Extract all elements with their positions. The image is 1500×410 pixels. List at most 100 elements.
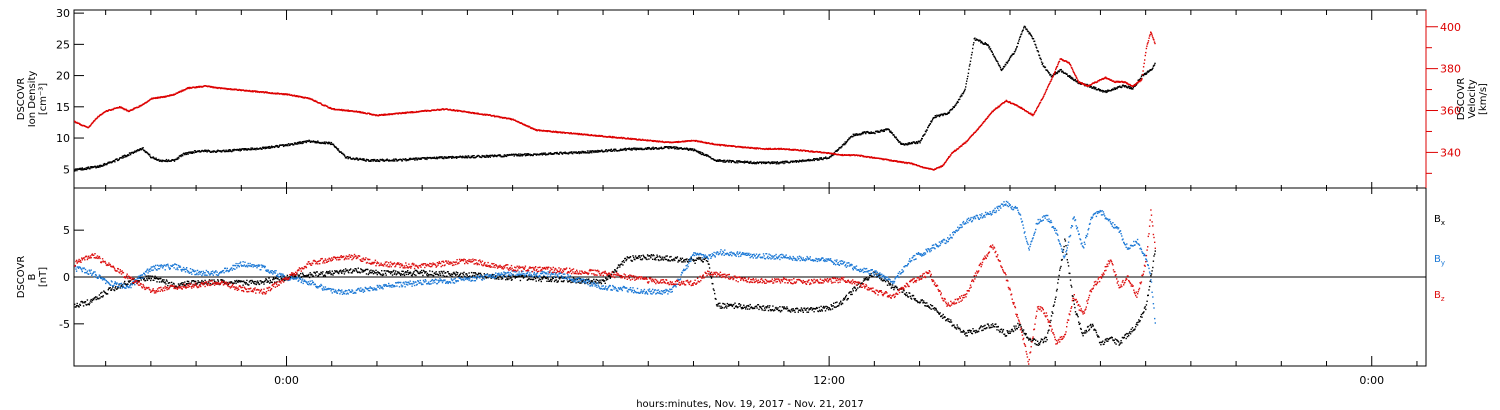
- data-point: [420, 269, 423, 272]
- data-point: [233, 282, 235, 284]
- data-point: [1142, 66, 1145, 68]
- data-point: [1040, 61, 1043, 63]
- data-point: [573, 151, 576, 153]
- data-point: [519, 275, 521, 278]
- data-point: [668, 260, 670, 262]
- data-point: [209, 282, 211, 285]
- data-point: [681, 257, 684, 259]
- data-point: [549, 279, 551, 282]
- data-point: [495, 275, 497, 277]
- data-point: [1026, 28, 1028, 31]
- data-point: [305, 141, 308, 144]
- data-point: [337, 272, 339, 274]
- data-point: [919, 142, 921, 144]
- data-point: [135, 151, 137, 153]
- data-point: [1014, 49, 1017, 51]
- data-point: [443, 270, 445, 273]
- data-point: [856, 134, 858, 136]
- data-point: [1046, 88, 1048, 90]
- data-point: [1110, 79, 1113, 81]
- data-point: [1144, 73, 1146, 76]
- data-point: [296, 143, 298, 145]
- data-point: [630, 147, 633, 150]
- data-point: [386, 158, 388, 160]
- data-point: [883, 129, 885, 131]
- data-point: [1040, 58, 1042, 61]
- data-point: [860, 133, 862, 136]
- data-point: [765, 147, 768, 150]
- data-point: [428, 274, 430, 276]
- data-point: [74, 169, 76, 172]
- data-point: [1038, 103, 1041, 105]
- data-point: [390, 271, 392, 273]
- data-point: [977, 128, 979, 131]
- data-point: [1017, 105, 1019, 107]
- data-point: [942, 114, 945, 116]
- y-tick-label-left: 20: [56, 70, 70, 83]
- data-point: [392, 270, 394, 273]
- data-point: [510, 279, 513, 281]
- data-point: [563, 280, 565, 282]
- data-point: [326, 271, 328, 273]
- data-point: [395, 159, 398, 161]
- data-point: [717, 160, 719, 162]
- data-point: [471, 275, 473, 277]
- data-point: [841, 154, 843, 157]
- data-point: [984, 43, 986, 45]
- data-point: [699, 152, 701, 155]
- data-point: [194, 280, 197, 283]
- data-point: [648, 147, 650, 149]
- data-point: [498, 154, 500, 156]
- data-point: [944, 112, 946, 115]
- data-point: [372, 269, 374, 272]
- data-point: [747, 161, 750, 164]
- data-point: [95, 166, 98, 169]
- data-point: [594, 150, 596, 152]
- data-point: [694, 140, 697, 142]
- data-point: [947, 112, 949, 115]
- data-point: [357, 159, 360, 161]
- data-point: [132, 108, 134, 110]
- y-axis-title-line: Ion Density: [27, 71, 38, 128]
- data-point: [992, 110, 994, 112]
- data-point: [658, 255, 661, 257]
- data-point: [165, 160, 167, 163]
- data-point: [1108, 78, 1111, 80]
- data-point: [954, 105, 956, 107]
- data-point: [542, 152, 545, 154]
- data-point: [426, 274, 428, 276]
- data-point: [349, 269, 351, 271]
- data-point: [598, 282, 601, 284]
- data-point: [244, 283, 247, 285]
- data-point: [278, 146, 280, 148]
- data-point: [526, 154, 528, 156]
- data-point: [634, 258, 636, 261]
- data-point: [664, 257, 666, 259]
- data-point: [461, 276, 463, 278]
- data-point: [727, 159, 729, 162]
- data-point: [96, 116, 99, 119]
- data-point: [193, 280, 195, 282]
- data-point: [1048, 83, 1050, 85]
- data-point: [155, 157, 157, 159]
- data-point: [471, 156, 473, 158]
- data-point: [521, 155, 524, 157]
- data-point: [162, 279, 164, 281]
- data-point: [518, 275, 520, 277]
- data-point: [408, 272, 410, 274]
- data-point: [426, 158, 428, 161]
- y-tick-label-right: 360: [1440, 105, 1461, 118]
- data-point: [1070, 65, 1072, 67]
- data-point: [173, 283, 175, 285]
- data-point: [84, 168, 87, 170]
- data-point: [498, 116, 501, 118]
- data-point: [217, 280, 220, 282]
- data-point: [600, 150, 602, 152]
- data-point: [1011, 54, 1013, 57]
- data-point: [99, 297, 101, 299]
- data-point: [1134, 85, 1136, 87]
- data-point: [769, 148, 771, 150]
- data-point: [102, 295, 104, 297]
- data-point: [911, 162, 914, 165]
- data-point: [308, 140, 311, 142]
